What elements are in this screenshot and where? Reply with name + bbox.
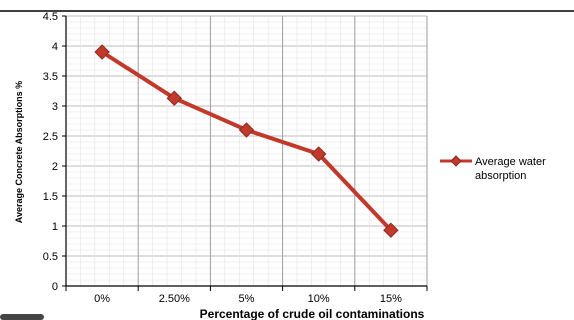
series-line <box>100 50 393 233</box>
y-axis-title: Average Concrete Absorptions % <box>14 81 24 223</box>
x-tick-labels: 0% 2.50% 5% 10% 15% <box>94 293 402 305</box>
data-point-marker <box>310 146 327 162</box>
y-tick-label: 0.5 <box>43 251 58 263</box>
y-tick-labels: 0 0.5 1 1.5 2 2.5 3 3.5 4 4.5 <box>43 11 58 293</box>
y-tick-label: 4.5 <box>43 11 58 23</box>
y-tick-label: 3 <box>52 101 58 113</box>
data-point-marker <box>166 90 183 106</box>
y-tick-label: 4 <box>52 41 58 53</box>
y-tick-label: 1 <box>52 221 58 233</box>
legend: Average water absorption <box>440 155 546 182</box>
legend-marker <box>450 155 462 167</box>
series <box>94 44 399 238</box>
axes <box>62 15 428 291</box>
x-tick-label: 5% <box>239 293 255 305</box>
x-tick-label: 2.50% <box>159 293 190 305</box>
data-point-marker <box>383 222 399 238</box>
legend-label-line1: Average water <box>475 156 546 168</box>
y-tick-label: 1.5 <box>43 191 58 203</box>
x-axis-title: Percentage of crude oil contaminations <box>200 307 425 320</box>
x-tick-label: 15% <box>380 293 402 305</box>
legend-label-line2: absorption <box>475 170 526 182</box>
y-tick-label: 2 <box>52 161 58 173</box>
data-point-marker <box>238 122 255 138</box>
x-tick-label: 10% <box>308 293 330 305</box>
data-point-marker <box>94 44 110 60</box>
corner-tab <box>0 314 44 320</box>
y-tick-label: 3.5 <box>43 71 58 83</box>
grid <box>66 15 428 286</box>
y-tick-label: 2.5 <box>43 131 58 143</box>
y-tick-label: 0 <box>52 281 58 293</box>
x-tick-label: 0% <box>94 293 110 305</box>
